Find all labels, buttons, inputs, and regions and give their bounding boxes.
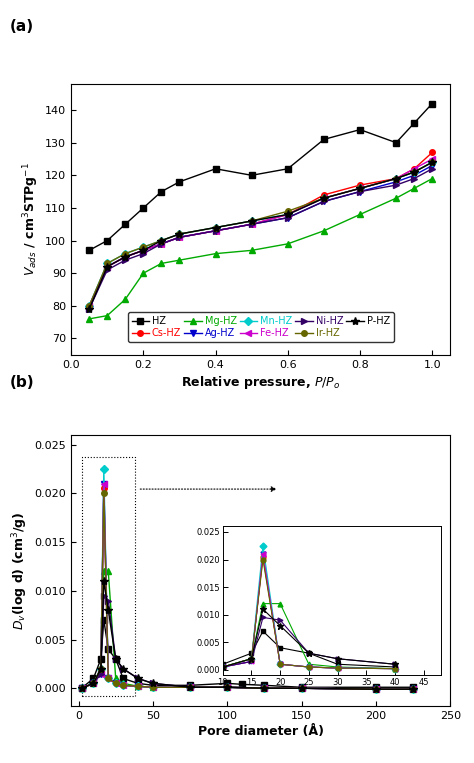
Text: (b): (b): [9, 375, 34, 391]
Text: (a): (a): [9, 19, 34, 34]
X-axis label: Pore diameter (Å): Pore diameter (Å): [198, 725, 324, 738]
X-axis label: Relative pressure, $P/P_o$: Relative pressure, $P/P_o$: [181, 374, 340, 391]
Y-axis label: $D_v$(log d) (cm$^3$/g): $D_v$(log d) (cm$^3$/g): [11, 511, 30, 629]
Bar: [82, 457, 135, 696]
Legend: HZ, Cs-HZ, Mg-HZ, Ag-HZ, Mn-HZ, Fe-HZ, Ni-HZ, Ir-HZ, P-HZ: HZ, Cs-HZ, Mg-HZ, Ag-HZ, Mn-HZ, Fe-HZ, N…: [128, 313, 394, 342]
Y-axis label: $V_{ads}$ / cm$^3$STPg$^{-1}$: $V_{ads}$ / cm$^3$STPg$^{-1}$: [21, 163, 41, 276]
